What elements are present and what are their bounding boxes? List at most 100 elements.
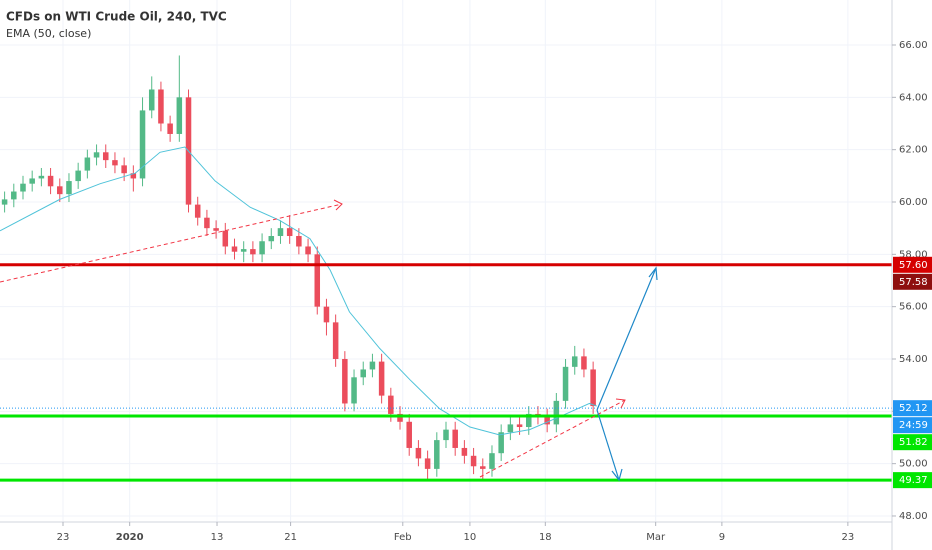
plot: [0, 55, 892, 482]
candle-body: [231, 246, 238, 252]
projection-arrow: [596, 267, 657, 411]
candle-body: [369, 361, 376, 370]
arrow-head: [648, 266, 658, 281]
candle-body: [332, 322, 339, 359]
x-tick-label: Mar: [646, 532, 666, 543]
candle-body: [314, 254, 321, 307]
candle-body: [277, 228, 284, 237]
price-tag: [893, 434, 932, 451]
price-tag-label: 52.12: [899, 403, 928, 414]
candle-body: [66, 181, 72, 195]
x-tick-label: 13: [211, 532, 224, 543]
candle-body: [29, 178, 35, 184]
candle-body: [139, 110, 146, 179]
price-axis: 48.0050.0052.0054.0056.0058.0060.0062.00…: [891, 0, 932, 550]
candle-body: [305, 246, 311, 255]
candle-body: [286, 228, 293, 237]
candle-body: [360, 369, 366, 378]
candle-body: [424, 458, 431, 469]
candle-body: [240, 249, 247, 252]
candle-body: [158, 89, 164, 124]
candle-body: [323, 306, 330, 323]
y-tick-label: 50.00: [899, 459, 928, 470]
candle-body: [75, 170, 81, 182]
x-tick-label: 9: [719, 532, 725, 543]
price-tag-label: 51.82: [899, 437, 928, 448]
countdown-label: 24:59: [899, 420, 928, 431]
candle-body: [121, 165, 127, 174]
candle-body: [388, 395, 394, 414]
projection-arrow: [596, 409, 620, 481]
candle-body: [213, 228, 219, 231]
y-tick-label: 66.00: [899, 40, 928, 51]
candle-body: [102, 152, 109, 161]
candle-body: [222, 230, 229, 247]
candle-body: [562, 366, 569, 401]
chart-title: CFDs on WTI Crude Oil, 240, TVC: [6, 10, 227, 24]
x-tick-label: 10: [464, 532, 477, 543]
y-tick-label: 58.00: [899, 249, 928, 260]
y-tick-label: 64.00: [899, 92, 928, 103]
y-tick-label: 48.00: [899, 511, 928, 522]
candle-body: [112, 160, 118, 166]
candle-body: [553, 400, 560, 425]
candle-body: [378, 361, 385, 396]
price-tag: [893, 472, 932, 489]
price-tag-label: 57.58: [899, 277, 928, 288]
candle-body: [406, 421, 412, 448]
price-tag-label: 57.60: [899, 260, 928, 271]
candle-body: [489, 453, 495, 469]
candle-body: [461, 447, 468, 456]
drawings: [0, 199, 658, 482]
x-tick-label: 21: [284, 532, 297, 543]
candle-body: [57, 186, 63, 195]
candle-body: [259, 241, 265, 255]
candle-body: [176, 97, 183, 134]
candle-body: [571, 356, 578, 367]
candle-body: [93, 152, 100, 158]
candle-body: [1, 199, 8, 205]
candle-body: [480, 466, 486, 469]
candle-body: [47, 175, 54, 187]
candle-body: [351, 377, 357, 404]
x-tick-label: Feb: [394, 532, 412, 543]
price-tag: [893, 400, 932, 417]
arrow-head: [611, 468, 623, 482]
candle-body: [434, 440, 440, 469]
candle-body: [526, 413, 532, 428]
candle-body: [342, 358, 348, 404]
candle-body: [498, 432, 504, 454]
y-tick-label: 56.00: [899, 302, 928, 313]
candle-body: [11, 191, 17, 200]
y-tick-label: 54.00: [899, 354, 928, 365]
x-tick-label: 2020: [116, 532, 144, 543]
countdown-tag: [893, 417, 932, 434]
candle-body: [20, 183, 26, 192]
candle-body: [590, 369, 596, 407]
candle-body: [544, 416, 550, 425]
x-tick-label: 23: [57, 532, 70, 543]
candle-body: [84, 157, 91, 171]
x-tick-label: 23: [841, 532, 854, 543]
candle-body: [507, 424, 514, 433]
candle-body: [415, 447, 422, 459]
candle-body: [470, 455, 477, 467]
candle-body: [268, 236, 275, 242]
indicator-legend: EMA (50, close): [6, 27, 91, 40]
y-tick-label: 62.00: [899, 145, 928, 156]
candle-body: [443, 429, 449, 441]
trend-line: [479, 399, 626, 478]
candle-body: [250, 249, 256, 255]
candle-body: [397, 413, 403, 422]
candle-body: [38, 175, 45, 179]
candle-body: [167, 123, 173, 134]
price-tag: [893, 273, 932, 290]
grid: [0, 0, 892, 522]
candle-body: [581, 356, 587, 370]
trend-line: [0, 203, 343, 283]
x-tick-label: 18: [539, 532, 552, 543]
candle-body: [194, 204, 201, 218]
trend-arrow: [615, 398, 626, 409]
